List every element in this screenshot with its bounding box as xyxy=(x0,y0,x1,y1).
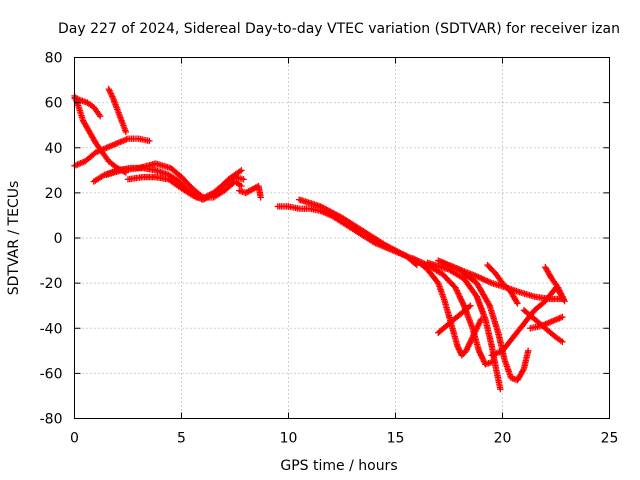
data-point-fill xyxy=(485,301,493,308)
data-point xyxy=(561,297,568,305)
y-tick-label: 60 xyxy=(45,96,63,112)
series-arc-12 xyxy=(409,255,495,368)
data-point xyxy=(524,347,532,355)
grid-lines xyxy=(74,57,610,419)
data-point xyxy=(559,338,566,345)
y-tick-label: -20 xyxy=(40,276,63,292)
series-arc-21 xyxy=(435,302,474,336)
data-points xyxy=(71,85,568,393)
data-point xyxy=(146,137,153,145)
x-tick-label: 10 xyxy=(280,431,298,447)
data-point xyxy=(467,302,474,309)
data-point-fill xyxy=(513,298,520,306)
axis-ticks xyxy=(74,57,610,419)
data-point-fill xyxy=(465,303,473,311)
x-tick-label: 25 xyxy=(601,431,619,447)
data-point xyxy=(514,300,521,307)
x-tick-label: 15 xyxy=(387,431,405,447)
chart-title: Day 227 of 2024, Sidereal Day-to-day VTE… xyxy=(58,21,620,37)
series-arc-17 xyxy=(484,261,521,307)
data-point xyxy=(497,385,504,393)
y-tick-label: 0 xyxy=(54,231,63,247)
series-arc-08 xyxy=(236,182,264,201)
data-point xyxy=(122,128,130,136)
series-arc-20 xyxy=(527,313,566,332)
data-point xyxy=(257,194,264,201)
x-tick-labels: 0 5 10 15 20 25 xyxy=(70,431,618,447)
x-tick-label: 5 xyxy=(177,431,186,447)
series-arc-06 xyxy=(103,160,245,201)
series-arc-07 xyxy=(124,167,245,203)
y-tick-label: -80 xyxy=(40,412,63,428)
x-tick-label: 0 xyxy=(70,431,79,447)
y-tick-label: -40 xyxy=(40,321,63,337)
data-point xyxy=(559,313,566,321)
data-point xyxy=(238,167,245,174)
y-tick-label: 40 xyxy=(45,141,63,157)
y-tick-label: -60 xyxy=(40,366,63,382)
data-point-fill xyxy=(236,168,244,175)
x-tick-label: 20 xyxy=(494,431,512,447)
y-axis-label: SDTVAR / TECUs xyxy=(6,181,22,296)
series-arc-04 xyxy=(105,85,130,136)
series-arc-09 xyxy=(274,203,410,260)
y-tick-label: 20 xyxy=(45,186,63,202)
series-arc-13 xyxy=(424,259,504,393)
data-point-fill xyxy=(519,367,527,374)
data-point xyxy=(240,176,247,183)
y-tick-label: 80 xyxy=(45,51,63,67)
series-arc-19 xyxy=(542,264,568,305)
series-arc-03 xyxy=(71,135,153,169)
x-axis-label: GPS time / hours xyxy=(280,458,397,474)
y-tick-labels: -80 -60 -40 -20 0 20 40 60 80 xyxy=(40,51,63,428)
data-point xyxy=(96,112,104,120)
